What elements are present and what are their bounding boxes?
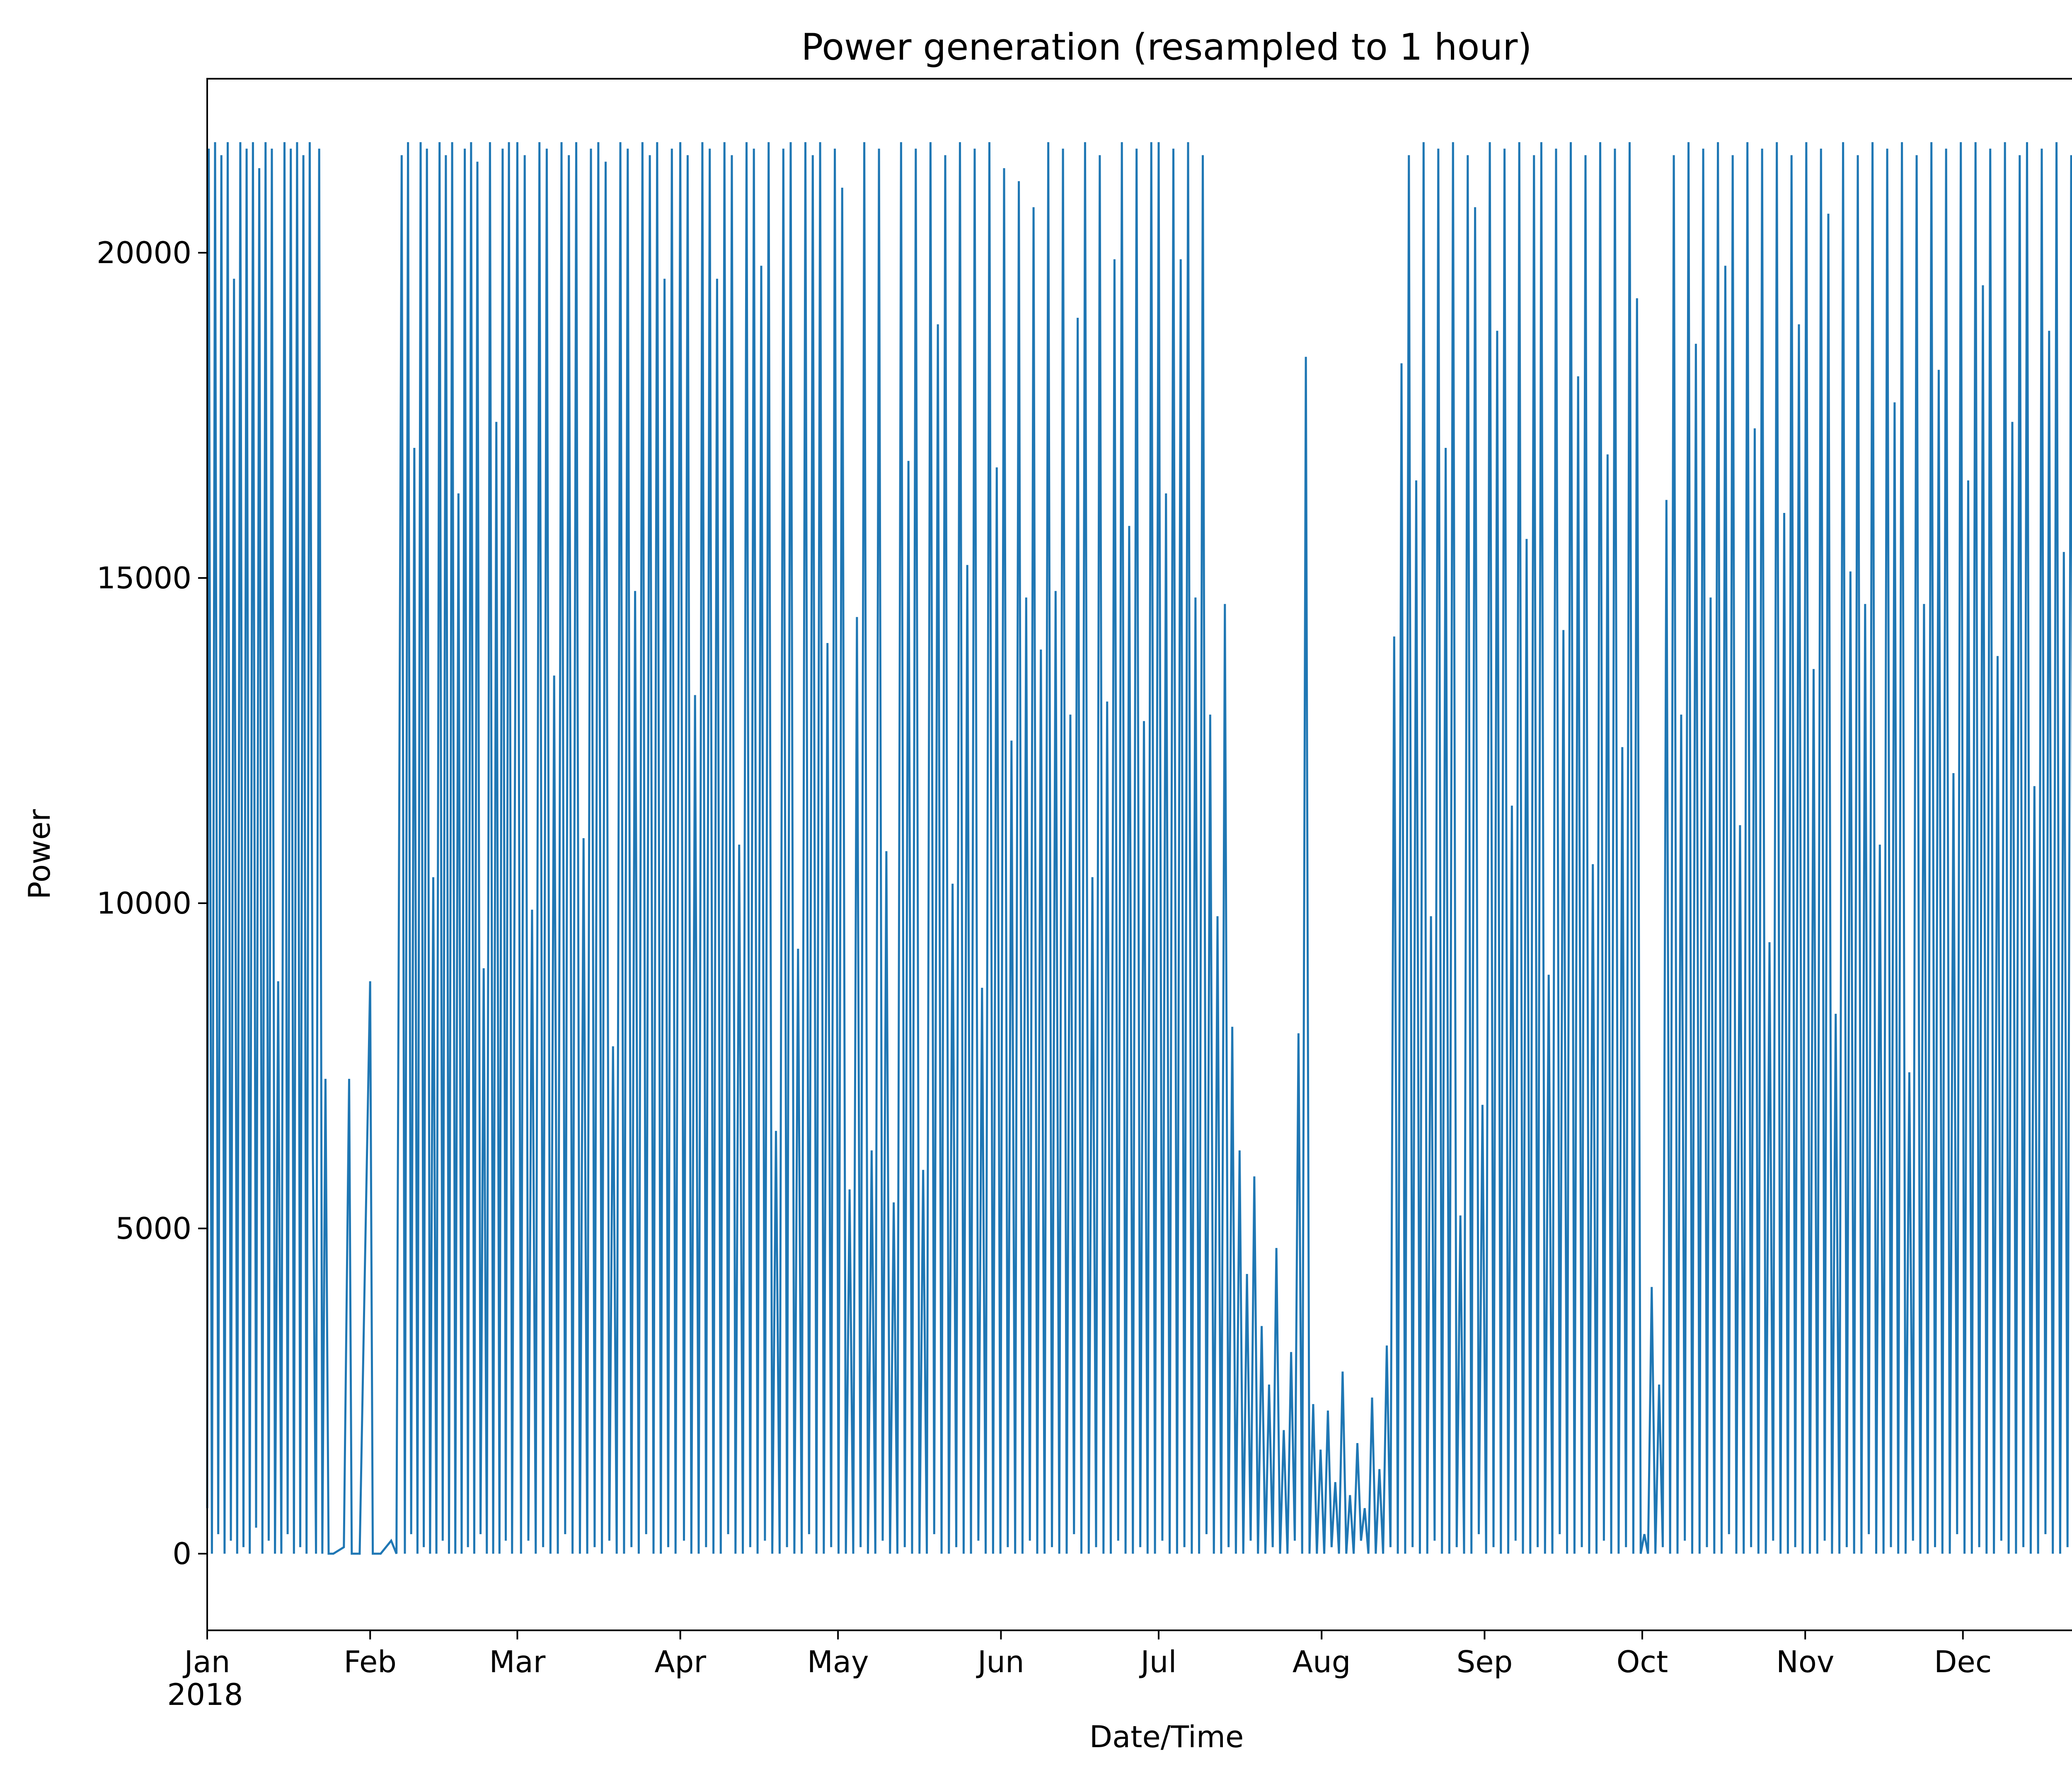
x-tick-label-feb: Feb bbox=[344, 1644, 397, 1679]
x-tick-label-aug: Aug bbox=[1292, 1644, 1351, 1679]
x-tick-label-sep: Sep bbox=[1456, 1644, 1513, 1679]
x-tick-label-apr: Apr bbox=[654, 1644, 706, 1679]
y-tick-label: 20000 bbox=[96, 235, 191, 270]
x-tick-label-jul: Jul bbox=[1140, 1644, 1177, 1679]
y-axis-label: Power bbox=[22, 809, 57, 899]
y-tick-label: 0 bbox=[172, 1536, 191, 1571]
axes-spines bbox=[206, 78, 2072, 1631]
y-tick-label: 10000 bbox=[96, 886, 191, 921]
y-tick-label: 15000 bbox=[96, 561, 191, 595]
y-tick-label: 5000 bbox=[115, 1211, 191, 1246]
x-tick-label-jan: Jan bbox=[184, 1644, 230, 1679]
x-tick-label-may: May bbox=[807, 1644, 869, 1679]
x-tick-label-jun: Jun bbox=[978, 1644, 1024, 1679]
x-tick-label-nov: Nov bbox=[1776, 1644, 1835, 1679]
power-series-line bbox=[206, 142, 2072, 1555]
chart-title: Power generation (resampled to 1 hour) bbox=[801, 26, 1532, 68]
x-tick-label-dec: Dec bbox=[1934, 1644, 1992, 1679]
x-axis-year-offset: 2018 bbox=[167, 1677, 243, 1712]
x-axis-label: Date/Time bbox=[1089, 1719, 1244, 1754]
x-tick-label-mar: Mar bbox=[489, 1644, 546, 1679]
x-tick-label-oct: Oct bbox=[1616, 1644, 1668, 1679]
